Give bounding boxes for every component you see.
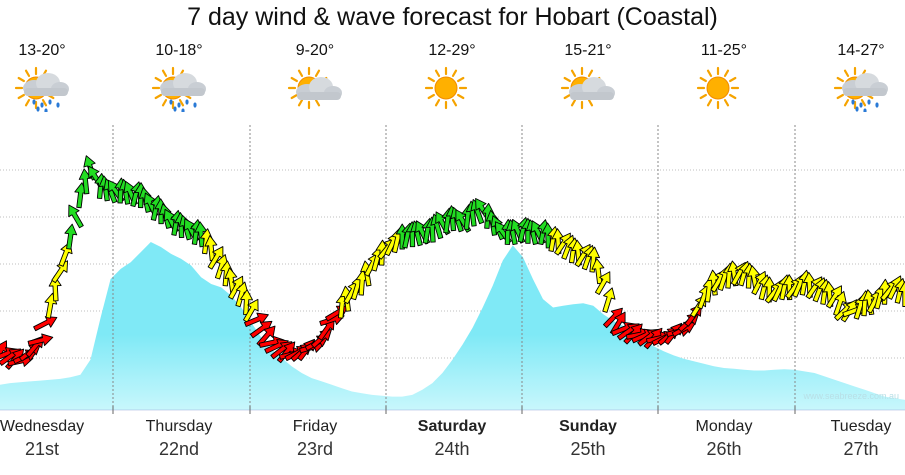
day-forecast-fri: 9-20° (260, 42, 370, 112)
temperature-label: 9-20° (295, 42, 335, 59)
day-forecast-wed: 13-20° (0, 42, 97, 112)
day-forecast-sat: 12-29° (397, 42, 507, 112)
wind-arrow (833, 290, 847, 317)
temperature-label: 14-27° (837, 42, 885, 59)
day-name: Saturday (417, 418, 487, 435)
wind-arrow (68, 204, 84, 229)
wind-arrow (78, 168, 92, 195)
day-forecast-mon: 11-25° (669, 42, 779, 112)
day-date: 27th (843, 439, 879, 459)
day-name: Sunday (559, 418, 617, 435)
rain-sun-icon (151, 66, 206, 112)
temperature-label: 15-21° (564, 42, 612, 59)
sun-icon (696, 66, 740, 110)
wind-arrow (594, 271, 611, 295)
day-name: Thursday (145, 418, 213, 435)
cloud-sun-icon (287, 66, 342, 110)
day-label-sat: Saturday 24th (397, 418, 507, 460)
wind-arrow (27, 333, 54, 347)
day-label-sun: Sunday 25th (533, 418, 643, 460)
day-label-mon: Monday 26th (669, 418, 779, 460)
day-dividers (0, 125, 905, 414)
day-label-tue: Tuesday 27th (806, 418, 905, 460)
rain-sun-icon (14, 66, 69, 112)
day-forecast-tue: 14-27° (806, 42, 905, 112)
sun-icon (424, 66, 468, 110)
day-name: Monday (695, 418, 753, 435)
day-date: 26th (706, 439, 742, 459)
wind-arrow (48, 275, 62, 302)
wind-arrows (0, 155, 905, 370)
day-axis: Wednesday 21st Thursday 22nd Friday 23rd… (0, 418, 905, 475)
day-label-thu: Thursday 22nd (124, 418, 234, 460)
day-date: 23rd (296, 439, 334, 459)
temperature-label: 11-25° (700, 42, 748, 59)
temperature-label: 12-29° (428, 42, 476, 59)
temperature-label: 10-18° (155, 42, 203, 59)
wind-arrow (587, 246, 601, 273)
wind-arrow (898, 281, 905, 307)
wind-arrow (602, 287, 616, 313)
day-name: Tuesday (830, 418, 892, 435)
wave-height-area (0, 242, 905, 410)
credit-text: www.seabreeze.com.au (803, 391, 899, 401)
wind-arrow (256, 325, 276, 347)
wind-arrow (240, 289, 253, 316)
temperature-row: 13-20° 10-18° 9-20° 12-29° 15-21° 11-25°… (0, 42, 905, 132)
day-forecast-sun: 15-21° (533, 42, 643, 112)
day-label-wed: Wednesday 21st (0, 418, 97, 460)
day-date: 22nd (158, 439, 200, 459)
day-name: Wednesday (0, 418, 85, 435)
wind-arrow (64, 223, 78, 250)
day-label-fri: Friday 23rd (260, 418, 370, 460)
cloud-sun-icon (560, 66, 615, 110)
wind-arrow (243, 298, 259, 323)
day-name: Friday (292, 418, 338, 435)
wind-wave-plot (0, 125, 905, 414)
temperature-label: 13-20° (18, 42, 66, 59)
day-date: 25th (570, 439, 606, 459)
day-date: 21st (24, 439, 60, 459)
chart-title: 7 day wind & wave forecast for Hobart (C… (187, 3, 718, 31)
day-forecast-thu: 10-18° (124, 42, 234, 112)
wind-arrow (33, 316, 58, 332)
rain-sun-icon (833, 66, 888, 112)
day-date: 24th (434, 439, 470, 459)
